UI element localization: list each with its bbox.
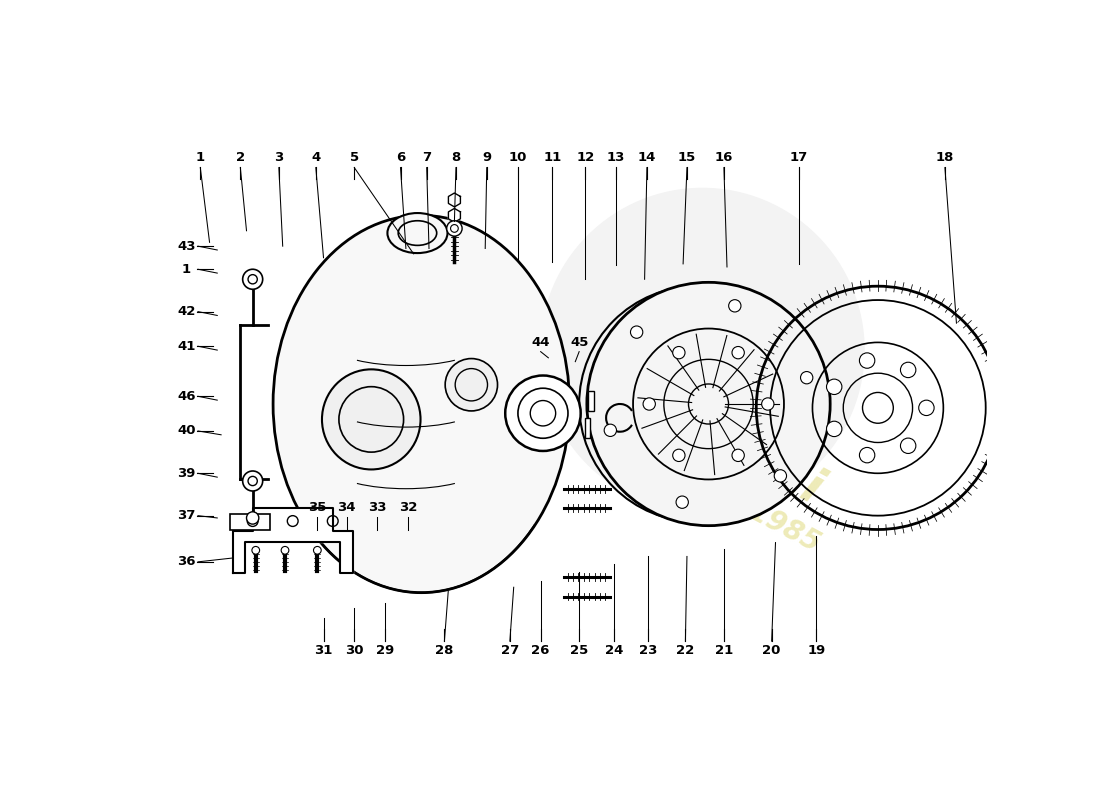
Text: 44: 44 — [531, 336, 550, 349]
Text: 29: 29 — [376, 644, 394, 657]
Text: 36: 36 — [177, 555, 196, 568]
Ellipse shape — [446, 358, 497, 411]
Text: 2: 2 — [235, 151, 245, 164]
Text: 17: 17 — [790, 151, 807, 164]
Polygon shape — [449, 193, 461, 207]
Circle shape — [243, 471, 263, 491]
Text: 33: 33 — [368, 502, 387, 514]
Polygon shape — [233, 508, 353, 573]
Circle shape — [732, 449, 745, 462]
Text: 30: 30 — [345, 644, 364, 657]
Polygon shape — [449, 209, 461, 222]
Text: 6: 6 — [396, 151, 405, 164]
Circle shape — [644, 398, 656, 410]
Ellipse shape — [505, 375, 581, 451]
Text: 41: 41 — [177, 340, 196, 353]
Text: 37: 37 — [177, 509, 196, 522]
Text: 11: 11 — [543, 151, 561, 164]
Circle shape — [252, 546, 260, 554]
Text: 7: 7 — [422, 151, 431, 164]
Circle shape — [673, 346, 685, 359]
Text: 15: 15 — [678, 151, 696, 164]
Circle shape — [243, 270, 263, 290]
Circle shape — [801, 371, 813, 384]
Circle shape — [673, 449, 685, 462]
Circle shape — [859, 353, 874, 368]
Text: 23: 23 — [639, 644, 658, 657]
Text: 28: 28 — [436, 644, 453, 657]
Text: 19: 19 — [807, 644, 825, 657]
Ellipse shape — [322, 370, 420, 470]
Text: 9: 9 — [482, 151, 492, 164]
Text: a passion for parts since 1985: a passion for parts since 1985 — [395, 312, 825, 558]
Text: 39: 39 — [177, 467, 196, 480]
Circle shape — [676, 496, 689, 508]
Bar — [588, 391, 594, 411]
Text: 22: 22 — [676, 644, 694, 657]
Text: 40: 40 — [177, 425, 196, 438]
Text: 16: 16 — [715, 151, 733, 164]
Text: 25: 25 — [570, 644, 589, 657]
Text: 27: 27 — [500, 644, 519, 657]
Text: 18: 18 — [936, 151, 954, 164]
Circle shape — [541, 188, 865, 512]
Ellipse shape — [387, 213, 448, 253]
Text: 43: 43 — [177, 240, 196, 253]
Text: 46: 46 — [177, 390, 196, 403]
Text: 32: 32 — [399, 502, 417, 514]
Text: 10: 10 — [508, 151, 527, 164]
Circle shape — [826, 421, 842, 437]
Text: 12: 12 — [576, 151, 594, 164]
Circle shape — [282, 546, 289, 554]
Circle shape — [728, 300, 741, 312]
Circle shape — [859, 447, 874, 463]
Text: 42: 42 — [177, 305, 196, 318]
Circle shape — [630, 326, 642, 338]
Circle shape — [901, 438, 916, 454]
Text: 4: 4 — [311, 151, 320, 164]
Text: 34: 34 — [338, 502, 356, 514]
Circle shape — [587, 282, 830, 526]
Text: 1: 1 — [182, 262, 191, 276]
Bar — [230, 514, 270, 530]
Text: 31: 31 — [315, 644, 332, 657]
Ellipse shape — [273, 215, 570, 593]
Text: 13: 13 — [607, 151, 625, 164]
Circle shape — [761, 398, 774, 410]
Text: 20: 20 — [762, 644, 781, 657]
Text: autofficinabresci: autofficinabresci — [389, 248, 830, 514]
Circle shape — [732, 346, 745, 359]
Text: 45: 45 — [570, 336, 589, 349]
Text: 35: 35 — [308, 502, 327, 514]
Circle shape — [314, 546, 321, 554]
Text: 3: 3 — [274, 151, 284, 164]
Text: 8: 8 — [451, 151, 461, 164]
Circle shape — [918, 400, 934, 415]
Circle shape — [246, 512, 258, 524]
Text: 21: 21 — [715, 644, 733, 657]
Text: 26: 26 — [531, 644, 550, 657]
Circle shape — [774, 470, 786, 482]
Text: 5: 5 — [350, 151, 359, 164]
Circle shape — [826, 379, 842, 394]
Circle shape — [447, 221, 462, 236]
Text: 14: 14 — [638, 151, 656, 164]
Text: 24: 24 — [605, 644, 623, 657]
Bar — [584, 418, 590, 438]
Text: 1: 1 — [196, 151, 205, 164]
Circle shape — [901, 362, 916, 378]
Circle shape — [604, 424, 616, 437]
